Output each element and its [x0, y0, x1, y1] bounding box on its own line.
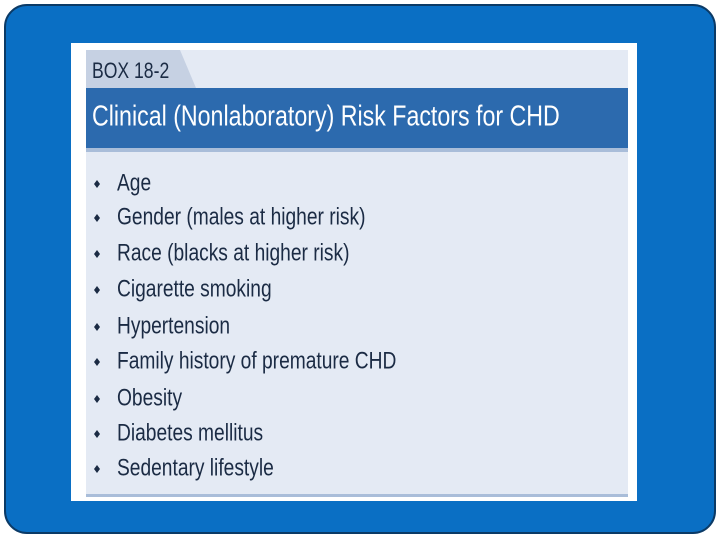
item-group: Obesity	[117, 383, 182, 411]
bullet	[94, 395, 100, 403]
list-item: Hypertension	[117, 311, 230, 339]
list-item: Diabetes mellitus	[117, 418, 263, 446]
box-title: Clinical (Nonlaboratory) Risk Factors fo…	[92, 99, 560, 132]
item-group: Cigarette smoking	[117, 274, 272, 302]
item-group: Hypertension	[117, 311, 230, 339]
bullet	[94, 250, 100, 258]
bullet	[94, 323, 100, 331]
list-item: Race (blacks at higher risk)	[117, 238, 349, 266]
bullet	[94, 358, 100, 366]
item-group: Diabetes mellitus	[117, 418, 263, 446]
list-item: Obesity	[117, 383, 182, 411]
title-group: Clinical (Nonlaboratory) Risk Factors fo…	[92, 99, 560, 132]
title-rule	[86, 148, 628, 152]
item-group: Race (blacks at higher risk)	[117, 238, 349, 266]
label-group: BOX 18-2	[92, 59, 169, 83]
bottom-rule	[86, 494, 628, 497]
bullet	[94, 465, 100, 473]
item-group: Age	[117, 168, 151, 196]
list-item: Cigarette smoking	[117, 274, 272, 302]
bullet	[94, 180, 100, 188]
bullet	[94, 214, 100, 222]
list-item: Age	[117, 168, 151, 196]
box-tab	[86, 50, 196, 88]
title-bar	[86, 88, 628, 148]
list-item: Family history of premature CHD	[117, 346, 396, 374]
bullet	[94, 286, 100, 294]
box-label: BOX 18-2	[92, 59, 169, 83]
item-list: Age Gender (males at higher risk) Race (bl…	[94, 168, 396, 481]
bullet	[94, 430, 100, 438]
item-group: Sedentary lifestyle	[117, 453, 274, 481]
list-item: Sedentary lifestyle	[117, 453, 274, 481]
item-group: Family history of premature CHD	[117, 346, 396, 374]
item-group: Gender (males at higher risk)	[117, 202, 365, 230]
list-item: Gender (males at higher risk)	[117, 202, 365, 230]
